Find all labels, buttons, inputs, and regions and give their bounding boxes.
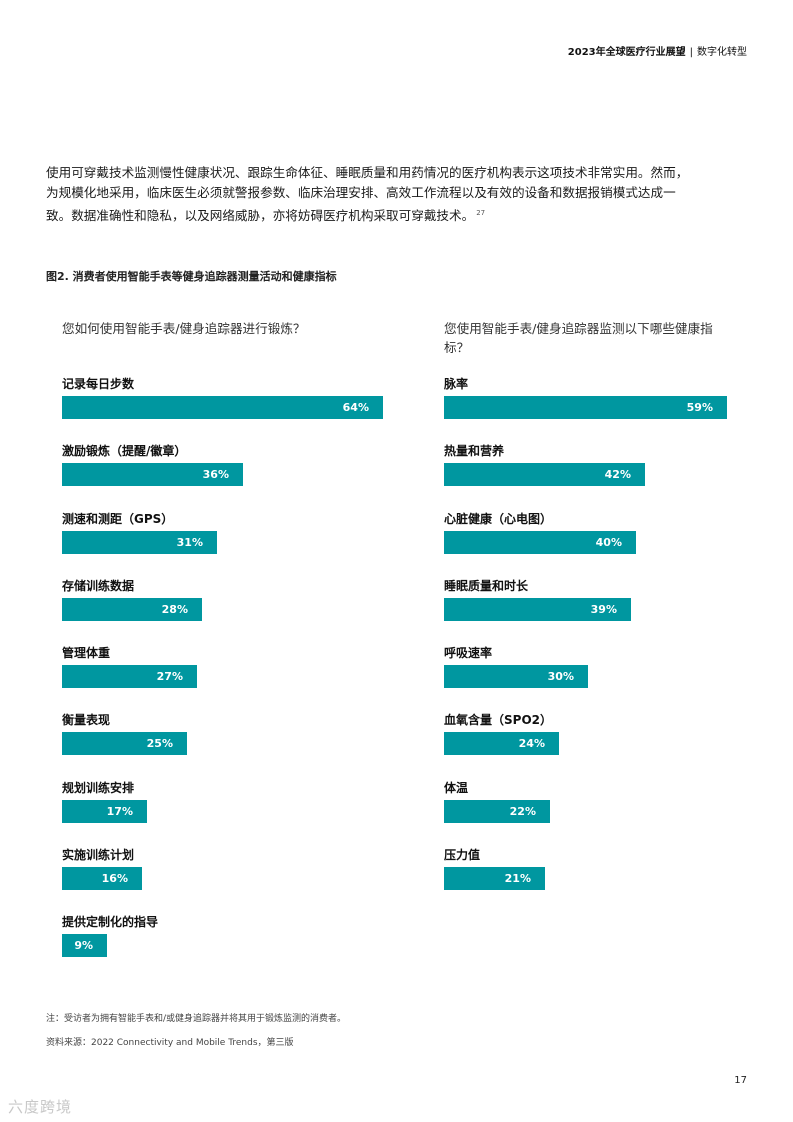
- bar-value-label: 39%: [590, 602, 617, 616]
- bar-item: 睡眠质量和时长 39%: [444, 578, 734, 645]
- bar-item: 压力值 21%: [444, 847, 734, 914]
- bar-value-label: 30%: [547, 670, 574, 684]
- intro-paragraph: 使用可穿戴技术监测慢性健康状况、跟踪生命体征、睡眠质量和用药情况的医疗机构表示这…: [46, 163, 696, 226]
- source-citation: 资料来源：2022 Connectivity and Mobile Trends…: [46, 1038, 294, 1048]
- bar-category-label: 衡量表现: [62, 713, 111, 728]
- header-title: 2023年全球医疗行业展望: [567, 47, 686, 58]
- bar-category-label: 提供定制化的指导: [62, 915, 159, 930]
- bar-value-label: 42%: [604, 468, 631, 482]
- bar-value-label: 17%: [106, 804, 133, 818]
- page-header: 2023年全球医疗行业展望 | 数字化转型: [568, 43, 747, 58]
- bar: 59%: [444, 396, 727, 419]
- bar-list: 脉率 59% 热量和营养 42% 心脏健康（心电图） 40% 睡眠质量和时长 39% 呼吸速率 3…: [444, 376, 734, 914]
- bar-value-label: 9%: [74, 939, 93, 953]
- bar: 27%: [62, 665, 197, 689]
- bar: 16%: [62, 867, 142, 891]
- header-separator: |: [689, 47, 693, 58]
- footnote-note: 注：受访者为拥有智能手表和/或健身追踪器并将其用于锻炼监测的消费者。: [46, 1014, 347, 1024]
- bar-item: 管理体重 27%: [62, 645, 392, 712]
- chart-question: 您使用智能手表/健身追踪器监测以下哪些健康指标？: [444, 321, 713, 355]
- bar: 22%: [444, 799, 550, 823]
- bar-item: 热量和营养 42%: [444, 443, 734, 510]
- bar: 31%: [62, 530, 217, 554]
- bar-item: 提供定制化的指导 9%: [62, 914, 392, 981]
- bar-category-label: 血氧含量（SPO2）: [444, 713, 552, 728]
- bar-list: 记录每日步数 64% 激励锻炼（提醒/徽章） 36% 测速和测距（GPS） 31% 存储训练…: [62, 376, 392, 982]
- bar: 25%: [62, 732, 187, 756]
- bar-item: 记录每日步数 64%: [62, 376, 392, 443]
- bar: 64%: [62, 396, 383, 419]
- bar: 39%: [444, 597, 631, 621]
- intro-text: 使用可穿戴技术监测慢性健康状况、跟踪生命体征、睡眠质量和用药情况的医疗机构表示这…: [46, 165, 689, 224]
- watermark-logo: 六度跨境: [8, 1098, 73, 1116]
- bar-item: 心脏健康（心电图） 40%: [444, 511, 734, 578]
- bar-category-label: 规划训练安排: [62, 780, 135, 795]
- bar-item: 呼吸速率 30%: [444, 645, 734, 712]
- bar-value-label: 64%: [342, 401, 369, 414]
- bar-category-label: 存储训练数据: [62, 578, 135, 593]
- bar-value-label: 28%: [161, 602, 188, 616]
- bar-category-label: 心脏健康（心电图）: [444, 511, 553, 526]
- bar-category-label: 呼吸速率: [444, 646, 493, 661]
- bar-value-label: 27%: [156, 670, 183, 684]
- bar-value-label: 16%: [101, 872, 128, 886]
- footnote-reference: 27: [476, 209, 486, 217]
- bar-value-label: 24%: [518, 737, 545, 751]
- bar-category-label: 体温: [444, 780, 469, 795]
- bar-category-label: 实施训练计划: [62, 848, 135, 863]
- bar-category-label: 热量和营养: [444, 444, 505, 459]
- bar: 17%: [62, 799, 147, 823]
- bar-category-label: 测速和测距（GPS）: [62, 511, 174, 526]
- bar-category-label: 睡眠质量和时长: [444, 578, 529, 593]
- bar-item: 测速和测距（GPS） 31%: [62, 511, 392, 578]
- bar-value-label: 22%: [509, 804, 536, 818]
- bar-item: 体温 22%: [444, 780, 734, 847]
- bar: 28%: [62, 597, 202, 621]
- header-section: 数字化转型: [697, 47, 747, 58]
- bar-item: 衡量表现 25%: [62, 712, 392, 779]
- bar-item: 规划训练安排 17%: [62, 780, 392, 847]
- bar: 42%: [444, 463, 645, 487]
- bar: 40%: [444, 530, 636, 554]
- bar-value-label: 36%: [202, 468, 229, 482]
- page-number: 17: [734, 1075, 747, 1086]
- chart-exercise-usage: 您如何使用智能手表/健身追踪器进行锻炼？ 记录每日步数 64% 激励锻炼（提醒/徽章…: [62, 318, 392, 982]
- bar-item: 激励锻炼（提醒/徽章） 36%: [62, 443, 392, 510]
- chart-health-metrics: 您使用智能手表/健身追踪器监测以下哪些健康指标？ 脉率 59% 热量和营养 42% 心脏…: [444, 318, 734, 914]
- bar-item: 存储训练数据 28%: [62, 578, 392, 645]
- chart-question: 您如何使用智能手表/健身追踪器进行锻炼？: [62, 321, 306, 336]
- bar-value-label: 21%: [504, 872, 531, 886]
- bar: 24%: [444, 732, 559, 756]
- bar: 30%: [444, 665, 588, 689]
- bar-value-label: 31%: [176, 535, 203, 549]
- bar-category-label: 激励锻炼（提醒/徽章）: [62, 444, 187, 459]
- bar-item: 血氧含量（SPO2） 24%: [444, 712, 734, 779]
- bar-category-label: 管理体重: [62, 646, 111, 661]
- bar-value-label: 59%: [686, 401, 713, 414]
- bar-item: 脉率 59%: [444, 376, 734, 443]
- bar: 21%: [444, 867, 545, 891]
- bar-item: 实施训练计划 16%: [62, 847, 392, 914]
- bar-value-label: 40%: [595, 535, 622, 549]
- bar-category-label: 记录每日步数: [62, 377, 135, 391]
- bar-value-label: 25%: [146, 737, 173, 751]
- bar-category-label: 脉率: [444, 377, 469, 391]
- bar: 9%: [62, 934, 107, 958]
- figure-title: 图2. 消费者使用智能手表等健身追踪器测量活动和健康指标: [46, 270, 337, 283]
- bar-category-label: 压力值: [444, 848, 481, 863]
- bar: 36%: [62, 463, 243, 487]
